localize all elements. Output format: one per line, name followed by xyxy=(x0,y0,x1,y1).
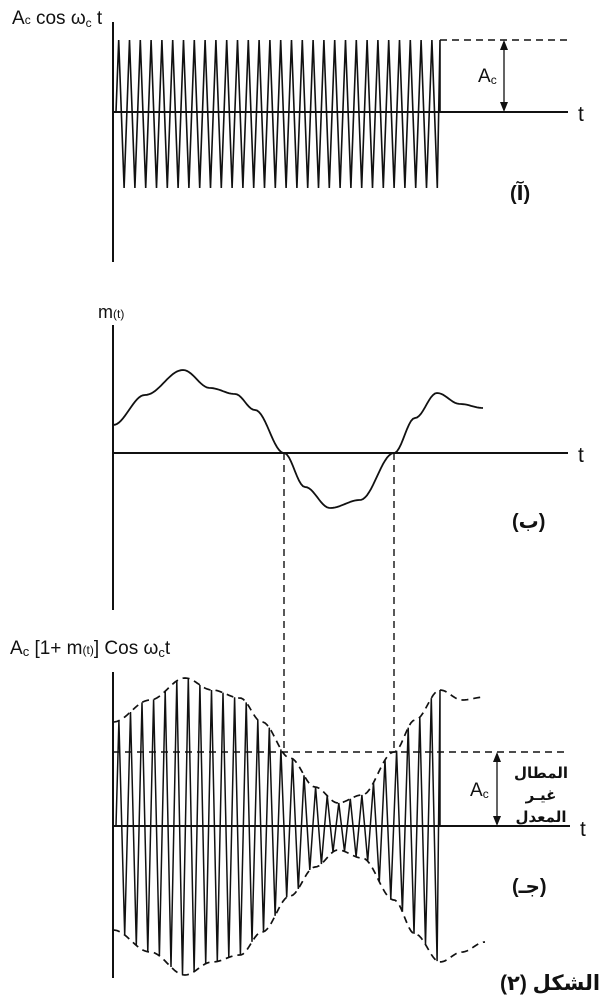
unmodulated-amplitude-note-line2: غيـر xyxy=(525,787,557,804)
message-time-label: t xyxy=(578,444,584,467)
panel-tag-c: (جـ) xyxy=(512,876,547,898)
carrier-title: Ac cos ωc t xyxy=(12,8,103,30)
unmodulated-amplitude-note-line3: المعدل xyxy=(516,809,567,826)
figure-caption: الشكل (٢) xyxy=(500,972,600,995)
unmodulated-amplitude-note-line1: المطال xyxy=(514,765,568,782)
am-amplitude-arrow xyxy=(493,752,501,826)
carrier-amplitude-label: Ac xyxy=(478,66,497,87)
am-title: Ac [1+ m(t)] Cos ωct xyxy=(10,638,171,660)
upper-envelope-dashed xyxy=(112,677,486,804)
carrier-wave xyxy=(115,39,441,189)
carrier-amplitude-arrow xyxy=(500,40,508,112)
carrier-time-label: t xyxy=(578,103,584,126)
panel-am-signal: Ac [1+ m(t)] Cos ωct Ac المطال غيـر المع… xyxy=(10,638,586,978)
am-time-label: t xyxy=(580,818,586,841)
panel-carrier: Ac cos ωc t Ac t (آ) xyxy=(12,8,584,262)
lower-envelope-dashed xyxy=(112,849,486,976)
am-modulated-wave xyxy=(115,678,441,975)
message-signal-curve xyxy=(112,369,484,509)
message-signal-label: m(t) xyxy=(98,302,124,322)
panel-message: m(t) t (ب) xyxy=(98,302,584,610)
am-amplitude-label: Ac xyxy=(470,780,489,801)
panel-tag-b: (ب) xyxy=(512,511,545,533)
panel-tag-a: (آ) xyxy=(510,180,530,205)
